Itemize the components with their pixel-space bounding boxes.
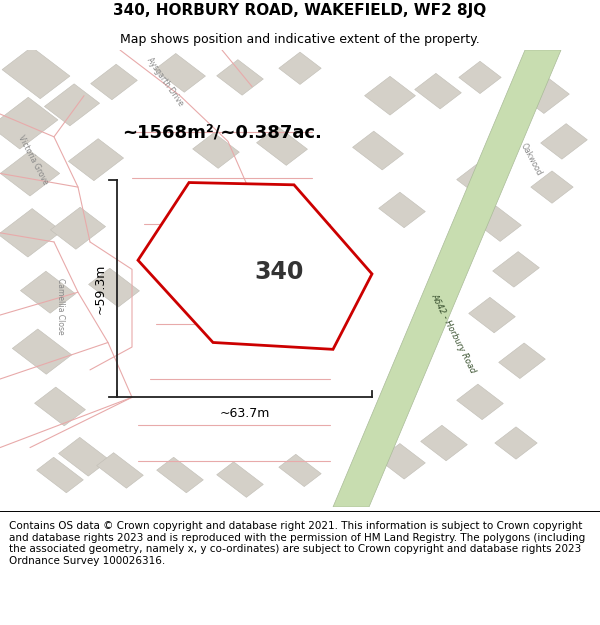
Bar [1, 151, 59, 196]
Bar [257, 127, 307, 166]
Text: ~59.3m: ~59.3m [93, 264, 106, 314]
Bar [44, 84, 100, 126]
Bar [523, 78, 569, 114]
Bar [457, 160, 503, 196]
Bar [191, 278, 241, 316]
Text: Victoria Grove: Victoria Grove [16, 134, 50, 186]
Polygon shape [333, 50, 561, 507]
Bar [379, 444, 425, 479]
Bar [459, 61, 501, 94]
Text: 340: 340 [254, 259, 304, 284]
Bar [353, 131, 403, 170]
Bar [457, 384, 503, 419]
Bar [59, 438, 109, 476]
Bar [279, 454, 321, 487]
Bar [35, 387, 85, 426]
Bar [277, 265, 323, 301]
Bar [68, 139, 124, 181]
Bar [495, 427, 537, 459]
Bar [421, 425, 467, 461]
Bar [469, 298, 515, 333]
Bar [20, 271, 76, 313]
Bar [379, 192, 425, 228]
Bar [155, 222, 205, 261]
Bar [499, 343, 545, 379]
Bar [493, 252, 539, 287]
Bar [531, 171, 573, 203]
Bar [37, 458, 83, 492]
Bar [91, 64, 137, 100]
Text: Camellia Close: Camellia Close [55, 278, 65, 334]
Text: ~63.7m: ~63.7m [220, 408, 269, 421]
Bar [217, 462, 263, 498]
Text: Aysgarth Drive: Aysgarth Drive [145, 56, 185, 108]
Text: Oakwood: Oakwood [518, 142, 544, 177]
Bar [97, 452, 143, 488]
Text: Contains OS data © Crown copyright and database right 2021. This information is : Contains OS data © Crown copyright and d… [9, 521, 585, 566]
Text: A642 - Horbury Road: A642 - Horbury Road [429, 292, 477, 375]
Text: ~1568m²/~0.387ac.: ~1568m²/~0.387ac. [122, 123, 322, 141]
Bar [217, 59, 263, 95]
Text: Map shows position and indicative extent of the property.: Map shows position and indicative extent… [120, 32, 480, 46]
Bar [157, 458, 203, 492]
Bar [279, 52, 321, 84]
Bar [13, 329, 71, 374]
Bar [259, 211, 305, 246]
Bar [541, 124, 587, 159]
Bar [89, 268, 139, 307]
Bar [0, 98, 58, 149]
Bar [365, 76, 415, 115]
Bar [0, 209, 62, 257]
Bar [50, 208, 106, 249]
Bar [2, 47, 70, 99]
Text: 340, HORBURY ROAD, WAKEFIELD, WF2 8JQ: 340, HORBURY ROAD, WAKEFIELD, WF2 8JQ [113, 4, 487, 19]
Polygon shape [138, 182, 372, 349]
Bar [475, 206, 521, 241]
Bar [193, 132, 239, 168]
Bar [415, 73, 461, 109]
Bar [155, 54, 205, 92]
